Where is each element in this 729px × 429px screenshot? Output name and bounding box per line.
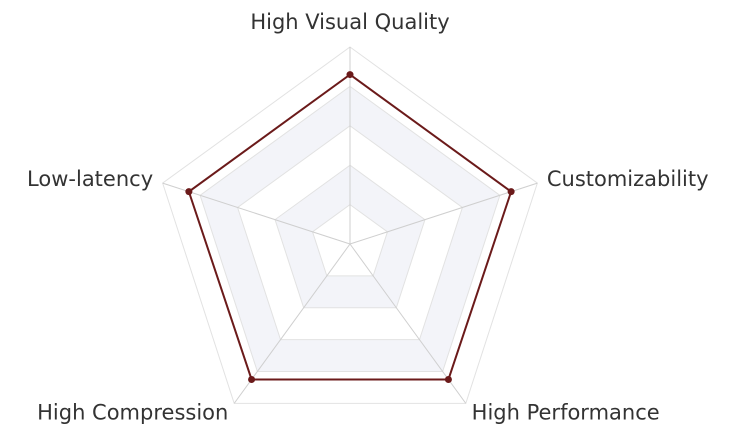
axis-line xyxy=(349,182,538,245)
grid-ring xyxy=(162,46,538,404)
data-point xyxy=(507,188,515,196)
indicator-label: High Visual Quality xyxy=(250,10,449,34)
grid-ring xyxy=(311,203,389,277)
data-point xyxy=(346,71,354,79)
data-point xyxy=(185,188,193,196)
indicator-label: Customizability xyxy=(547,167,709,191)
indicator-label: High Performance xyxy=(472,400,660,424)
indicator-label: High Compression xyxy=(37,400,228,424)
grid-ring xyxy=(274,164,426,309)
data-area xyxy=(187,73,513,381)
grid-ring xyxy=(236,125,464,341)
data-point xyxy=(248,375,256,383)
axis-line xyxy=(162,182,351,245)
data-point xyxy=(444,375,452,383)
indicator-label: Low-latency xyxy=(27,167,153,191)
grid-ring xyxy=(199,85,501,373)
